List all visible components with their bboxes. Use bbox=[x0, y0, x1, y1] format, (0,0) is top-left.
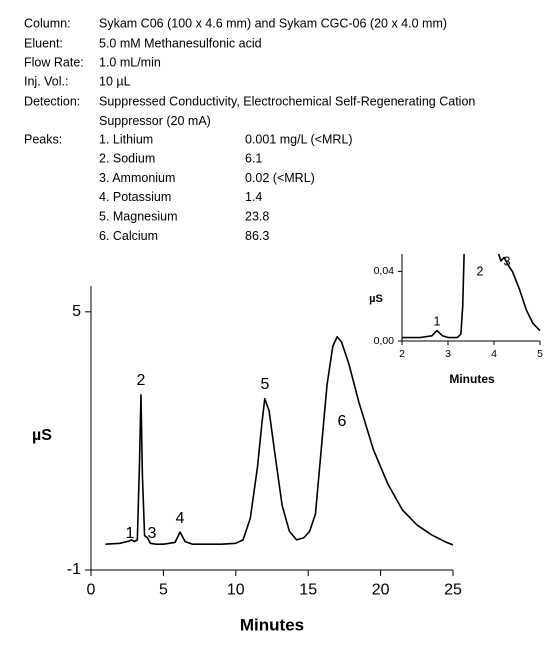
spec-label: Flow Rate: bbox=[24, 55, 84, 69]
x-tick-label: 0 bbox=[87, 582, 96, 599]
x-tick-label: 4 bbox=[491, 348, 497, 360]
x-axis-title: Minutes bbox=[449, 372, 495, 386]
peak-label: 6 bbox=[338, 413, 347, 430]
peak-label: 5 bbox=[261, 376, 270, 393]
spec-value: 5.0 mM Methanesulfonic acid bbox=[99, 36, 262, 50]
peak-amount: 0.02 (<MRL) bbox=[245, 171, 315, 185]
spec-value: 1.0 mL/min bbox=[99, 55, 161, 69]
x-tick-label: 5 bbox=[537, 348, 543, 360]
x-tick-label: 5 bbox=[159, 582, 168, 599]
peak-name: 2. Sodium bbox=[99, 152, 155, 166]
peak-name: 3. Ammonium bbox=[99, 171, 175, 185]
y-tick-label: 0,00 bbox=[374, 335, 395, 347]
peaks-label: Peaks: bbox=[24, 132, 62, 146]
peak-name: 1. Lithium bbox=[99, 132, 153, 146]
chromatogram-line bbox=[402, 254, 541, 339]
y-axis-title: µS bbox=[32, 427, 52, 444]
x-tick-label: 20 bbox=[372, 582, 390, 599]
spec-value: Suppressor (20 mA) bbox=[99, 114, 211, 128]
peak-label: 3 bbox=[148, 525, 157, 542]
y-axis-title: µS bbox=[369, 293, 383, 305]
peak-label: 2 bbox=[137, 372, 146, 389]
y-tick-label: 0,04 bbox=[374, 265, 395, 277]
peak-amount: 86.3 bbox=[245, 229, 269, 243]
peak-label: 3 bbox=[504, 254, 511, 268]
y-tick-label: 5 bbox=[72, 303, 81, 320]
peak-name: 6. Calcium bbox=[99, 229, 158, 243]
x-tick-label: 15 bbox=[299, 582, 317, 599]
x-tick-label: 10 bbox=[227, 582, 245, 599]
x-axis-title: Minutes bbox=[240, 615, 304, 634]
spec-value: Sykam C06 (100 x 4.6 mm) and Sykam CGC-0… bbox=[99, 16, 447, 30]
x-tick-label: 3 bbox=[445, 348, 451, 360]
y-tick-label: -1 bbox=[67, 561, 81, 578]
spec-label: Column: bbox=[24, 16, 71, 30]
peak-amount: 0.001 mg/L (<MRL) bbox=[245, 132, 353, 146]
peak-amount: 6.1 bbox=[245, 152, 262, 166]
spec-label: Eluent: bbox=[24, 36, 63, 50]
peak-label: 2 bbox=[477, 264, 484, 278]
spec-value: Suppressed Conductivity, Electrochemical… bbox=[99, 94, 475, 108]
x-tick-label: 25 bbox=[444, 582, 462, 599]
peak-label: 1 bbox=[126, 525, 135, 542]
spec-value: 10 µL bbox=[99, 74, 131, 88]
spec-label: Inj. Vol.: bbox=[24, 74, 68, 88]
x-tick-label: 2 bbox=[399, 348, 405, 360]
peak-amount: 1.4 bbox=[245, 190, 262, 204]
peak-label: 1 bbox=[434, 314, 441, 328]
peak-name: 4. Potassium bbox=[99, 190, 171, 204]
spec-label: Detection: bbox=[24, 94, 80, 108]
peak-label: 4 bbox=[176, 510, 185, 527]
peak-name: 5. Magnesium bbox=[99, 209, 178, 223]
chromatogram-line bbox=[105, 335, 454, 546]
peak-amount: 23.8 bbox=[245, 209, 269, 223]
